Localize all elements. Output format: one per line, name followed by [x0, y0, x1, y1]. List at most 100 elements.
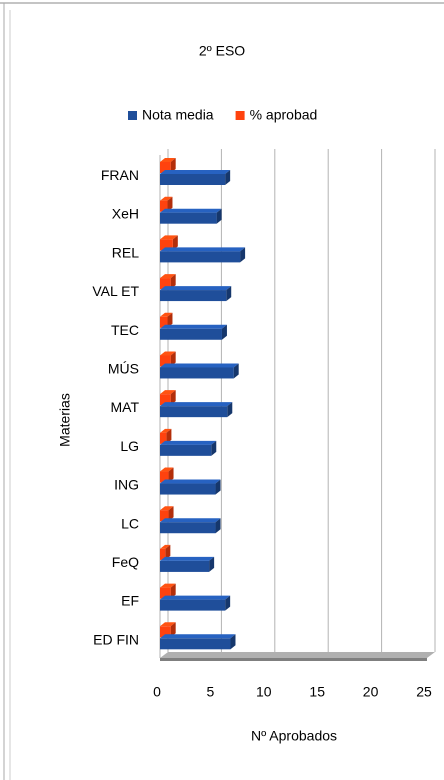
- bar: [160, 174, 226, 185]
- bar-end: [170, 583, 176, 599]
- bar-top: [160, 428, 172, 433]
- bar: [160, 638, 231, 650]
- bar-top: [160, 479, 221, 484]
- bar: [160, 483, 216, 495]
- bar-end: [221, 324, 227, 340]
- bar-end: [172, 235, 178, 251]
- bar-end: [167, 312, 173, 328]
- bar-top: [160, 467, 174, 472]
- legend-label: Nota media: [142, 107, 214, 123]
- bar-top: [160, 634, 236, 639]
- bar-end: [225, 170, 231, 185]
- y-tick-label: MÚS: [108, 361, 139, 377]
- y-tick-label: LC: [121, 515, 139, 531]
- x-tick-label: 5: [207, 684, 215, 700]
- bar: [160, 212, 217, 224]
- bar-top: [160, 544, 171, 549]
- bar: [160, 548, 166, 560]
- bar-top: [160, 402, 233, 407]
- bar-end: [226, 286, 232, 302]
- bar-top: [160, 235, 178, 240]
- bar-top: [160, 506, 174, 511]
- bar: [160, 471, 169, 483]
- bar-end: [168, 467, 174, 483]
- bar: [160, 355, 171, 367]
- bar-end: [170, 158, 176, 173]
- bar: [160, 316, 168, 328]
- bar: [160, 522, 216, 534]
- bar: [160, 162, 171, 173]
- y-tick-label: FeQ: [112, 554, 139, 570]
- bar-top: [160, 556, 215, 561]
- bar: [160, 587, 171, 599]
- x-tick-label: 0: [153, 684, 161, 700]
- bar: [160, 599, 226, 611]
- bar-top: [160, 622, 176, 627]
- bar: [160, 444, 212, 456]
- y-tick-label: XeH: [112, 206, 139, 222]
- bar-end: [170, 390, 176, 406]
- bar: [160, 290, 227, 302]
- bar-top: [160, 196, 173, 201]
- bar-top: [160, 312, 173, 317]
- y-tick-label: TEC: [111, 322, 139, 338]
- bar-top: [160, 247, 246, 252]
- bar: [160, 328, 222, 340]
- bar-end: [209, 556, 215, 572]
- bar-top: [160, 440, 217, 445]
- bar-top: [160, 208, 222, 213]
- legend-swatch: [128, 111, 137, 120]
- y-tick-label: VAL ET: [92, 283, 139, 299]
- bar: [160, 239, 173, 251]
- bar-top: [160, 363, 239, 368]
- bar-end: [227, 402, 233, 418]
- y-tick-label: FRAN: [101, 167, 139, 183]
- bar: [160, 200, 168, 212]
- legend-label: % aprobad: [250, 107, 318, 123]
- bar-top: [160, 324, 227, 329]
- bar: [160, 251, 241, 263]
- bar-top: [160, 158, 176, 162]
- bar-top: [160, 170, 231, 174]
- bar-end: [216, 208, 222, 224]
- y-tick-label: MAT: [110, 399, 139, 415]
- bar-end: [215, 518, 221, 534]
- floor: [160, 652, 435, 658]
- y-tick-label: ED FIN: [93, 631, 139, 647]
- bar-end: [225, 595, 231, 611]
- bar-end: [170, 351, 176, 367]
- x-tick-label: 25: [416, 684, 432, 700]
- y-tick-label: ING: [114, 477, 139, 493]
- bar-end: [240, 247, 246, 263]
- y-tick-label: REL: [112, 244, 139, 260]
- bar: [160, 432, 167, 444]
- bar-end: [215, 479, 221, 495]
- bar: [160, 278, 171, 290]
- bar-end: [233, 363, 239, 379]
- bar: [160, 560, 210, 572]
- y-tick-label: LG: [120, 438, 139, 454]
- bar: [160, 510, 169, 522]
- bar-end: [165, 544, 171, 560]
- bar-top: [160, 583, 176, 588]
- bar-end: [166, 428, 172, 444]
- bar: [160, 394, 171, 406]
- floor-edge: [160, 658, 427, 661]
- x-tick-label: 20: [363, 684, 379, 700]
- bar-top: [160, 351, 176, 356]
- bar: [160, 626, 171, 638]
- bar-end: [170, 274, 176, 290]
- bar-end: [230, 634, 236, 650]
- bar-top: [160, 595, 231, 600]
- chart-title: 2º ESO: [199, 43, 245, 59]
- x-tick-label: 10: [256, 684, 272, 700]
- bar: [160, 367, 234, 379]
- bar-top: [160, 286, 232, 291]
- x-axis-label: Nº Aprobados: [251, 728, 337, 744]
- bar-end: [170, 622, 176, 638]
- bar-end: [211, 440, 217, 456]
- bar-top: [160, 390, 176, 395]
- x-tick-label: 15: [309, 684, 325, 700]
- bar: [160, 406, 228, 418]
